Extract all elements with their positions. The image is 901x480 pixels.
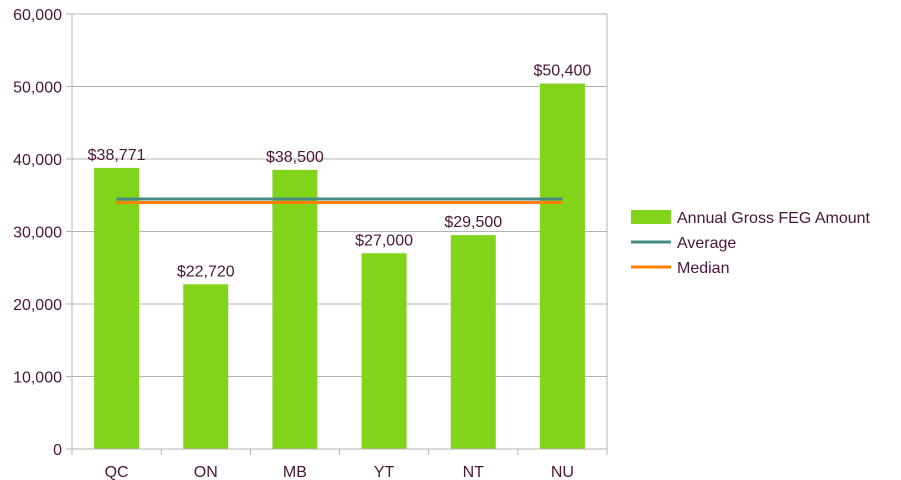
y-tick-label: 50,000 [13, 80, 62, 97]
y-tick-label: 20,000 [13, 297, 62, 314]
y-tick-label: 10,000 [13, 370, 62, 387]
y-tick-label: 0 [53, 442, 62, 459]
data-label-mb: $38,500 [266, 149, 324, 166]
data-label-nt: $29,500 [444, 214, 502, 231]
legend-swatch-bar [631, 210, 671, 224]
legend: Annual Gross FEG Amount Average Median [631, 210, 871, 277]
y-tick-label: 40,000 [13, 152, 62, 169]
reference-lines [116, 197, 563, 204]
gridlines [72, 13, 607, 450]
bar-nu [539, 83, 585, 449]
legend-label: Annual Gross FEG Amount [677, 210, 871, 227]
x-tick-label-nu: NU [551, 464, 574, 480]
data-label-on: $22,720 [177, 263, 235, 280]
x-tick-label-nt: NT [463, 464, 485, 480]
x-tick-label-mb: MB [283, 464, 307, 480]
data-label-qc: $38,771 [88, 147, 146, 164]
y-tick-label: 60,000 [13, 7, 62, 24]
legend-label: Median [677, 260, 729, 277]
x-tick-label-on: ON [194, 464, 218, 480]
axes: 0 10,000 20,000 30,000 40,000 50,000 60,000 QC O… [13, 7, 608, 480]
bar-qc [94, 167, 140, 449]
bar-mb [272, 169, 318, 449]
bar-nt [450, 235, 496, 449]
y-tick-label: 30,000 [13, 225, 62, 242]
data-label-yt: $27,000 [355, 232, 413, 249]
legend-label: Average [677, 235, 736, 252]
bars [94, 83, 585, 449]
bar-on [183, 284, 229, 449]
x-tick-label-yt: YT [374, 464, 395, 480]
x-tick-label-qc: QC [105, 464, 129, 480]
data-labels: $38,771 $22,720 $38,500 $27,000 $29,500 $50,4… [88, 63, 592, 281]
data-label-nu: $50,400 [533, 63, 591, 80]
bar-yt [361, 253, 407, 449]
